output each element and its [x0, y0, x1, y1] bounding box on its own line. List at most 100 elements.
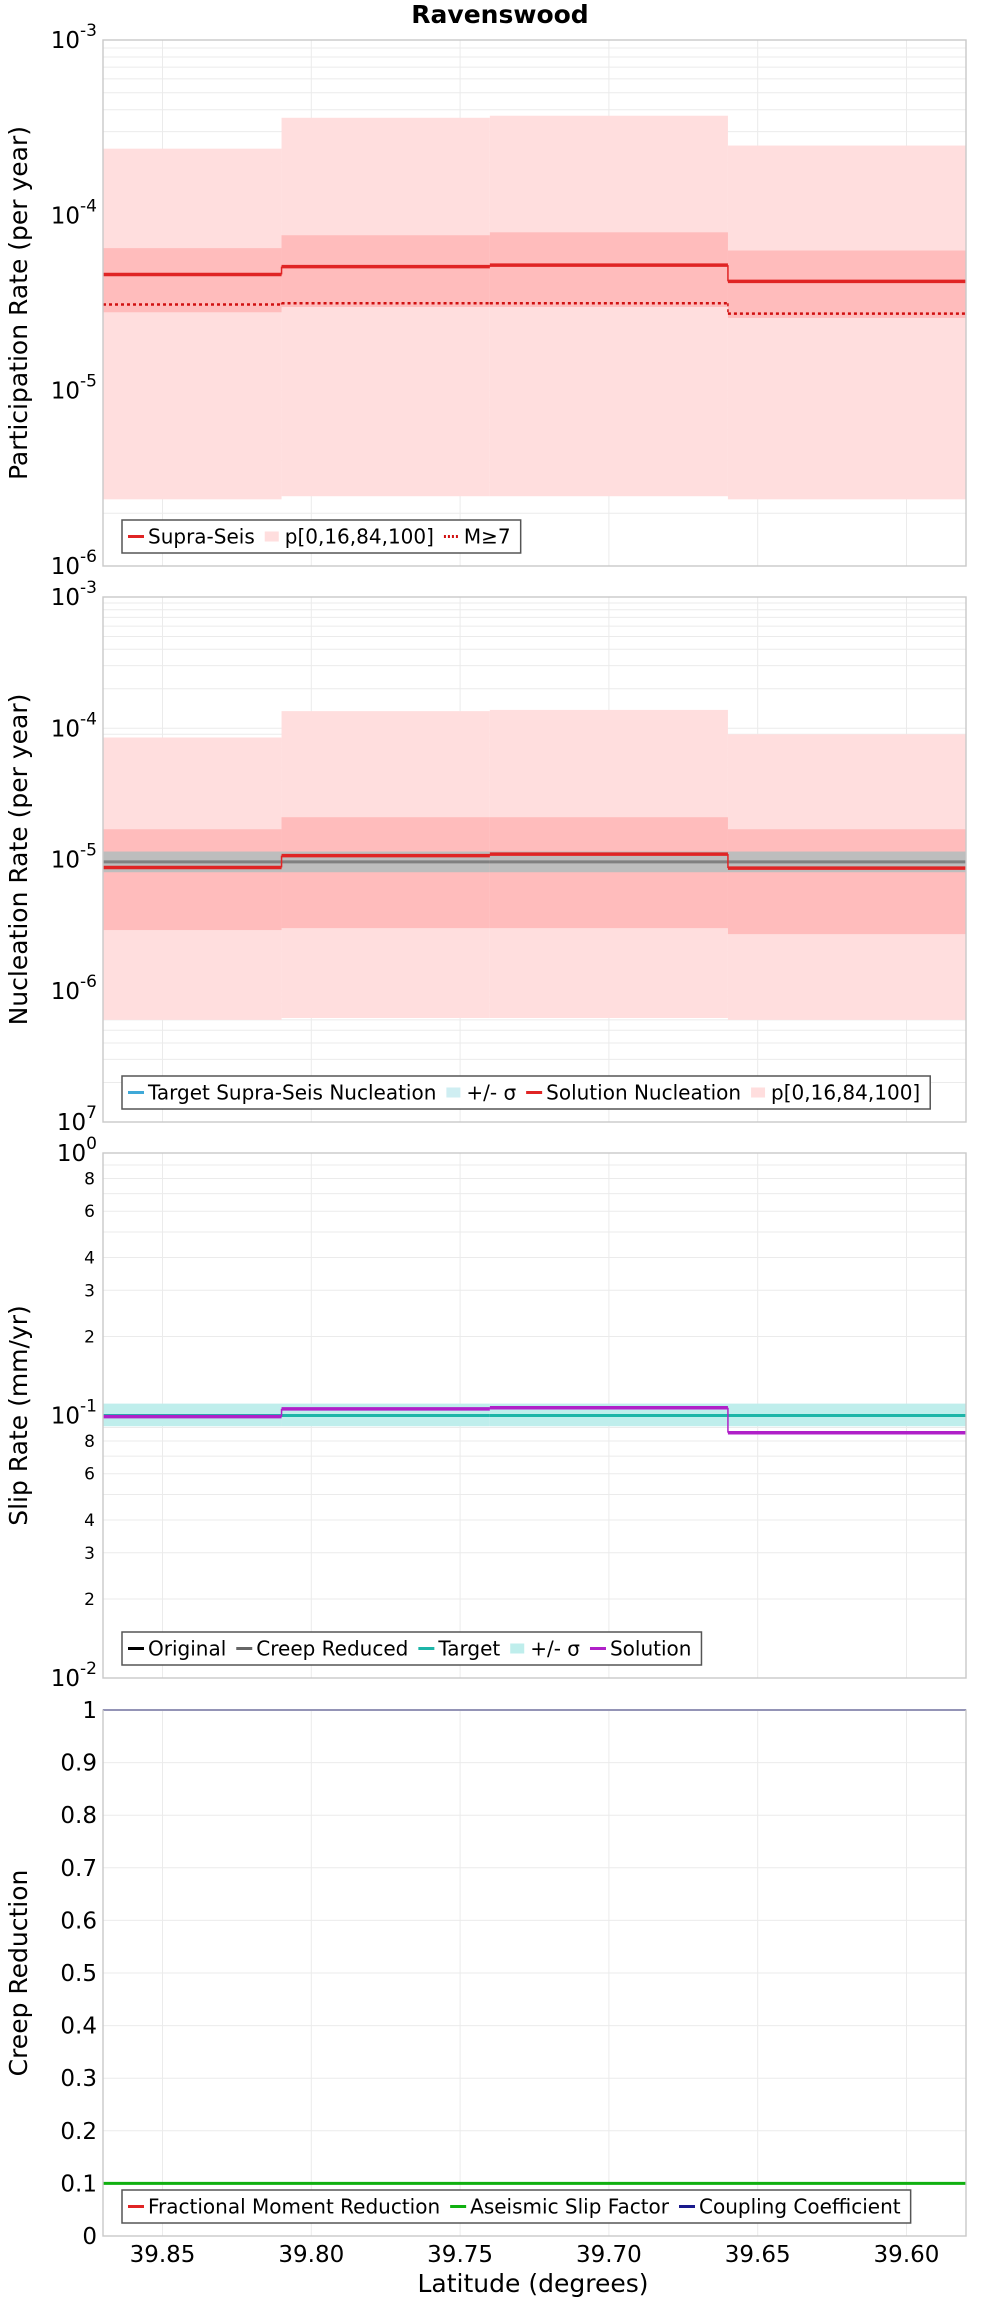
- legend: Supra-Seis p[0,16,84,100] M≥7: [121, 519, 522, 554]
- legend: Target Supra-Seis Nucleation +/- σ Solutio…: [121, 1075, 931, 1110]
- legend-entry: p[0,16,84,100]: [264, 525, 434, 549]
- y-axis-label: Creep Reduction: [4, 1870, 33, 2077]
- y-tick-label: 1: [82, 1698, 97, 1724]
- legend: Fractional Moment Reduction Aseismic Slip…: [121, 2189, 912, 2224]
- plot-frame: [102, 1709, 967, 2237]
- legend-swatch: [510, 1643, 525, 1654]
- y-minor-tick-label: 4: [84, 1511, 95, 1531]
- band-segment: [489, 817, 728, 929]
- band-segment: [727, 145, 966, 500]
- y-axis: 10-6 10-5 10-4 10-3: [51, 21, 97, 580]
- y-minor-tick-label: 3: [84, 1281, 95, 1301]
- legend-label: p[0,16,84,100]: [285, 525, 434, 549]
- legend-entry: +/- σ: [446, 1081, 516, 1105]
- legend-label: Supra-Seis: [148, 525, 255, 549]
- band-segment: [281, 817, 490, 929]
- y-minor-tick-label: 6: [84, 1202, 95, 1222]
- band-segment: [103, 248, 282, 313]
- x-tick-label: 39.60: [874, 2242, 940, 2268]
- y-tick-label: 10-3: [51, 21, 97, 54]
- legend-label: Aseismic Slip Factor: [470, 2195, 670, 2219]
- legend: Original Creep Reduced Target +/- σ Solution: [121, 1631, 703, 1666]
- legend-entry: Target Supra-Seis Nucleation: [128, 1081, 436, 1105]
- legend-entry: Aseismic Slip Factor: [450, 2195, 670, 2219]
- legend-entry: M≥7: [443, 525, 511, 549]
- legend-box: [121, 519, 522, 554]
- legend-entry: Original: [128, 1637, 226, 1661]
- series-1-1: [103, 817, 966, 935]
- y-tick-label: 0.1: [60, 2171, 97, 2197]
- y-tick-label: 100: [57, 1134, 97, 1167]
- legend-label: p[0,16,84,100]: [771, 1081, 920, 1105]
- y-axis-label: Nucleation Rate (per year): [4, 694, 33, 1026]
- y-tick-label: 0.3: [60, 2066, 97, 2092]
- y-tick-label: 0.2: [60, 2119, 97, 2145]
- y-tick-label: 0.8: [60, 1803, 97, 1829]
- panel-creep: 0 0.1 0.2 0.3 0.4 0.5 0.6 0.7 0.8 0.9 1 Creep Reduc…: [4, 1698, 967, 2250]
- x-tick-label: 39.70: [576, 2242, 642, 2268]
- panel-slip: 10-2 10-1 100 2 3 4 6 8 2 3 4 6 8 Slip Rate (mm/yr) Or…: [4, 1134, 967, 1692]
- legend-entry: Supra-Seis: [128, 525, 255, 549]
- legend-box: [121, 2189, 912, 2224]
- y-minor-tick-label: 6: [84, 1465, 95, 1485]
- legend-label: Original: [148, 1637, 226, 1661]
- y-axis: 10-2 10-1 100 2 3 4 6 8 2 3 4 6 8: [51, 1134, 97, 1692]
- x-axis: 39.85 39.80 39.75 39.70 39.65 39.60: [130, 2242, 940, 2268]
- y-minor-tick-label: 8: [84, 1169, 95, 1189]
- y-minor-tick-label: 2: [84, 1590, 95, 1610]
- legend-entry: +/- σ: [510, 1637, 580, 1661]
- y-tick-label: 0.7: [60, 1856, 97, 1882]
- legend-entry: Fractional Moment Reduction: [128, 2195, 440, 2219]
- y-tick-label: 0: [82, 2224, 97, 2250]
- y-tick-label: 0.6: [60, 1908, 97, 1934]
- x-tick-label: 39.75: [427, 2242, 493, 2268]
- y-axis: 107 10-6 10-5 10-4 10-3: [51, 578, 97, 1136]
- legend-entry: Creep Reduced: [236, 1637, 408, 1661]
- y-tick-label: 10-4: [51, 196, 97, 229]
- legend-entry: Target: [418, 1637, 500, 1661]
- legend-entry: Solution: [589, 1637, 691, 1661]
- panel-nucleation: 107 10-6 10-5 10-4 10-3 Nucleation Rate (per …: [4, 578, 967, 1136]
- y-axis: 0 0.1 0.2 0.3 0.4 0.5 0.6 0.7 0.8 0.9 1: [60, 1698, 97, 2250]
- band-segment: [727, 829, 966, 935]
- y-axis-label: Slip Rate (mm/yr): [4, 1305, 33, 1526]
- legend-box: [121, 1075, 931, 1110]
- legend-label: Solution Nucleation: [546, 1081, 741, 1105]
- y-tick-label: 107: [57, 1103, 97, 1136]
- chart-panels: 10-6 10-5 10-4 10-3 Participation Rate (per …: [4, 21, 967, 2250]
- band-segment: [727, 250, 966, 318]
- y-tick-label: 10-5: [51, 372, 97, 405]
- legend-label: Target Supra-Seis Nucleation: [147, 1081, 436, 1105]
- y-tick-label: 10-6: [51, 547, 97, 580]
- x-tick-label: 39.85: [130, 2242, 196, 2268]
- x-tick-label: 39.65: [725, 2242, 791, 2268]
- band-segment: [103, 829, 282, 931]
- y-tick-label: 0.9: [60, 1751, 97, 1777]
- y-minor-tick-label: 8: [84, 1432, 95, 1452]
- legend-entry: p[0,16,84,100]: [751, 1081, 920, 1105]
- series-0-1: [103, 232, 966, 318]
- band-segment: [103, 148, 282, 500]
- y-tick-label: 0.4: [60, 2014, 97, 2040]
- plot-frame: [102, 596, 967, 1123]
- legend-label: Target: [437, 1637, 500, 1661]
- grid: [103, 1709, 966, 2237]
- y-tick-label: 10-1: [51, 1397, 97, 1430]
- legend-entry: Solution Nucleation: [526, 1081, 741, 1105]
- x-tick-label: 39.80: [278, 2242, 344, 2268]
- legend-swatch: [446, 1087, 461, 1098]
- legend-swatch: [751, 1087, 766, 1098]
- y-tick-label: 10-6: [51, 972, 97, 1005]
- legend-label: Coupling Coefficient: [699, 2195, 901, 2219]
- legend-swatch: [264, 531, 279, 542]
- band-segment: [281, 235, 490, 308]
- chart-title: Ravenswood: [411, 0, 588, 29]
- plot-frame: [102, 39, 967, 567]
- x-axis-label: Latitude (degrees): [418, 2269, 649, 2298]
- y-axis-label: Participation Rate (per year): [4, 126, 33, 480]
- y-tick-label: 10-3: [51, 578, 97, 611]
- series-0-2: [103, 263, 966, 284]
- legend-label: M≥7: [464, 525, 511, 549]
- legend-label: Solution: [610, 1637, 691, 1661]
